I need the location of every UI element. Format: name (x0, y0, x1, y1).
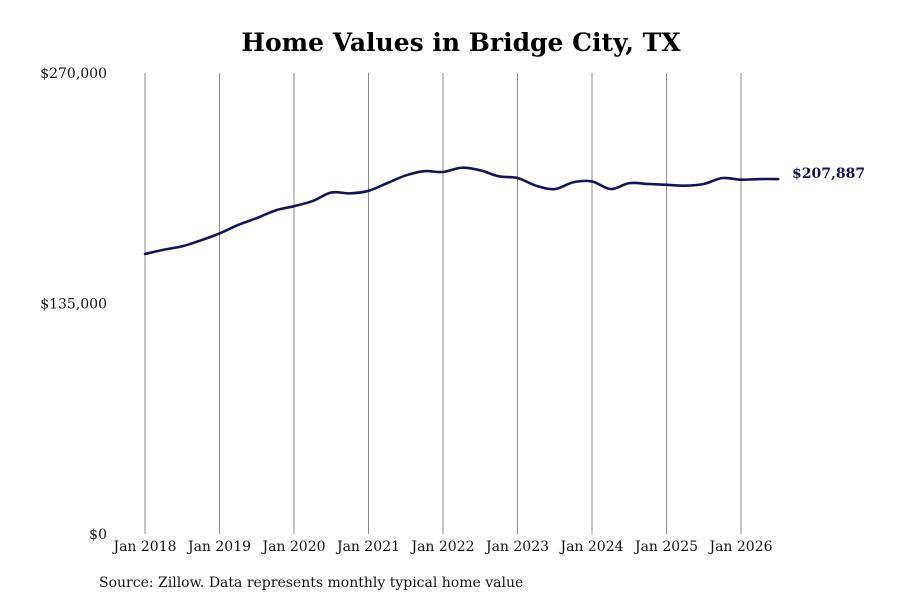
end-value-label: $207,887 (792, 166, 865, 182)
source-note: Source: Zillow. Data represents monthly … (99, 575, 523, 591)
x-tick-label: Jan 2019 (186, 539, 251, 555)
y-tick-label: $270,000 (40, 66, 107, 82)
y-tick-label: $0 (89, 527, 107, 543)
chart-title: Home Values in Bridge City, TX (241, 28, 681, 57)
x-tick-label: Jan 2021 (335, 539, 400, 555)
y-tick-label: $135,000 (40, 297, 107, 313)
x-tick-label: Jan 2023 (484, 539, 549, 555)
x-tick-label: Jan 2026 (707, 539, 772, 555)
x-tick-label: Jan 2025 (633, 539, 698, 555)
x-tick-label: Jan 2024 (558, 539, 623, 555)
x-tick-label: Jan 2022 (409, 539, 474, 555)
y-axis-ticks: $0 $135,000 $270,000 (40, 66, 107, 543)
series-layer (143, 166, 780, 256)
series-line (143, 166, 780, 256)
x-axis-ticks: Jan 2018 Jan 2019 Jan 2020 Jan 2021 Jan 2022… (111, 539, 772, 555)
x-tick-label: Jan 2020 (260, 539, 325, 555)
grid-lines (144, 73, 742, 534)
x-tick-label: Jan 2018 (111, 539, 176, 555)
